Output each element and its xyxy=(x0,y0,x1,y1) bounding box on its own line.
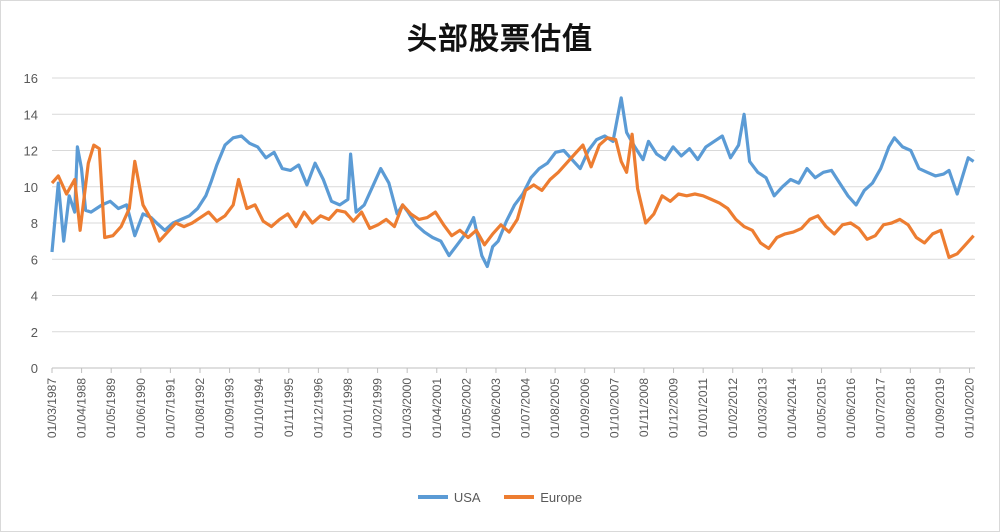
x-tick-label: 01/03/1987 xyxy=(45,378,59,438)
x-tick-label: 01/04/2001 xyxy=(430,378,444,438)
x-tick-label: 01/03/2000 xyxy=(400,378,414,438)
x-tick-label: 01/09/1993 xyxy=(223,378,237,438)
x-tick-label: 01/11/1995 xyxy=(282,378,296,437)
x-tick-label: 01/03/2013 xyxy=(755,378,769,438)
legend-swatch-usa xyxy=(417,495,448,499)
legend-label-usa: USA xyxy=(453,489,481,505)
y-tick-label: 6 xyxy=(31,252,38,267)
y-tick-label: 8 xyxy=(31,216,38,231)
x-tick-label: 01/02/2012 xyxy=(726,378,740,438)
legend-swatch-europe xyxy=(504,495,535,499)
y-tick-label: 16 xyxy=(24,71,38,86)
x-tick-label: 01/01/2011 xyxy=(696,378,710,437)
y-tick-label: 14 xyxy=(24,107,38,122)
y-tick-label: 10 xyxy=(24,180,38,195)
x-axis-ticks: 01/03/1987 01/04/1988 01/05/1989 01/06/1990… xyxy=(45,368,977,438)
x-tick-label: 01/10/2007 xyxy=(607,378,621,438)
x-tick-label: 01/07/2017 xyxy=(874,378,888,438)
x-tick-label: 01/05/1989 xyxy=(104,378,118,438)
x-tick-label: 01/12/1996 xyxy=(311,378,325,438)
chart-title: 头部股票估值 xyxy=(407,22,593,57)
x-tick-label: 01/05/2015 xyxy=(815,378,829,438)
series-line-europe xyxy=(50,132,975,259)
legend-label-europe: Europe xyxy=(540,489,583,505)
x-tick-label: 01/02/1999 xyxy=(371,378,385,438)
x-tick-label: 01/10/1994 xyxy=(252,378,266,438)
legend: USA Europe xyxy=(0,487,1000,505)
legend-item-usa: USA xyxy=(417,489,481,505)
x-tick-label: 01/06/2016 xyxy=(844,378,858,438)
x-tick-label: 01/07/2004 xyxy=(519,378,533,438)
x-tick-label: 01/05/2002 xyxy=(459,378,473,438)
x-tick-label: 01/08/2005 xyxy=(548,378,562,438)
x-tick-label: 01/11/2008 xyxy=(637,378,651,437)
x-tick-label: 01/09/2006 xyxy=(578,378,592,438)
x-tick-label: 01/09/2019 xyxy=(933,378,947,438)
x-tick-label: 01/06/2003 xyxy=(489,378,503,438)
x-tick-label: 01/10/2020 xyxy=(963,378,977,438)
x-tick-label: 01/12/2009 xyxy=(667,378,681,438)
x-tick-label: 01/01/1998 xyxy=(341,378,355,438)
y-tick-label: 4 xyxy=(31,289,38,304)
legend-item-europe: Europe xyxy=(504,490,582,505)
y-axis-ticks: 0 2 4 6 8 10 12 14 16 xyxy=(24,71,38,376)
y-tick-label: 2 xyxy=(31,325,38,340)
x-tick-label: 01/06/1990 xyxy=(134,378,148,438)
series-line-usa xyxy=(50,96,975,269)
x-tick-label: 01/04/2014 xyxy=(785,378,799,438)
x-tick-label: 01/08/2018 xyxy=(903,378,917,438)
y-tick-label: 12 xyxy=(24,144,38,159)
grid-lines xyxy=(52,77,975,369)
series-lines xyxy=(50,96,975,269)
y-tick-label: 0 xyxy=(31,361,38,376)
x-tick-label: 01/04/1988 xyxy=(75,378,89,438)
x-tick-label: 01/07/1991 xyxy=(163,378,177,438)
x-tick-label: 01/08/1992 xyxy=(193,378,207,438)
